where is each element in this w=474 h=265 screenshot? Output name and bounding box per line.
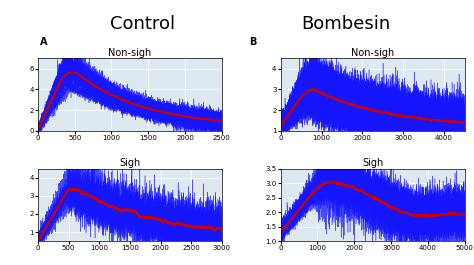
Text: Control: Control: [109, 15, 175, 33]
Title: Sigh: Sigh: [362, 158, 383, 168]
Title: Non-sigh: Non-sigh: [108, 47, 152, 58]
Title: Non-sigh: Non-sigh: [351, 47, 394, 58]
Text: Bombesin: Bombesin: [301, 15, 391, 33]
Title: Sigh: Sigh: [119, 158, 140, 168]
Text: A: A: [40, 37, 48, 47]
Text: B: B: [249, 37, 256, 47]
